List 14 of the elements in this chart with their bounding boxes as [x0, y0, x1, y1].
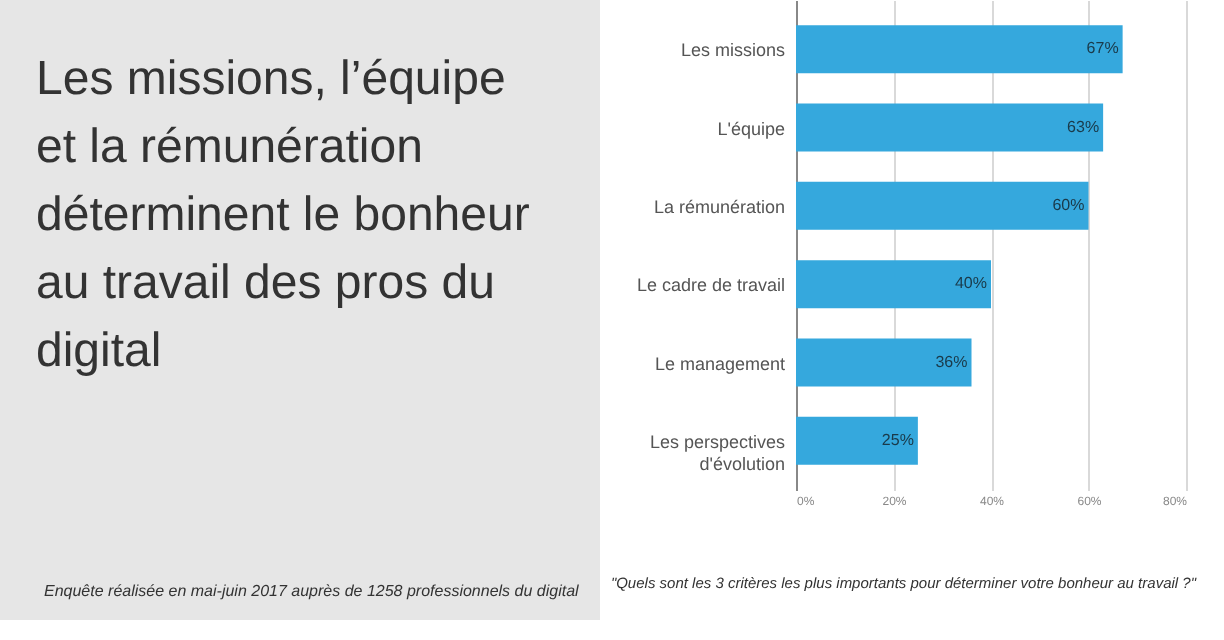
- data-label: 40%: [954, 274, 987, 293]
- y-tick-label: Le management: [654, 353, 786, 374]
- data-label: 63%: [1067, 117, 1100, 136]
- data-label: 60%: [1052, 195, 1085, 214]
- text: Les missions, l’équipe et la rémunération déterminent le bonheur au travail des pros du digital: [36, 52, 530, 378]
- y-tick-label: La rémunération: [653, 196, 785, 217]
- y-tick-label: Les perspectives d'évolution: [649, 431, 786, 474]
- y-tick-label: Les missions: [680, 40, 786, 61]
- data-label: 36%: [935, 352, 968, 371]
- y-tick-label: Le cadre de travail: [636, 275, 785, 296]
- y-tick-label: L'équipe: [717, 118, 785, 139]
- text: Enquête réalisée en mai-juin 2017 auprès de 1258 professionnels du digital: [44, 582, 580, 600]
- data-label: 67%: [1086, 39, 1119, 58]
- data-label: 25%: [881, 430, 914, 449]
